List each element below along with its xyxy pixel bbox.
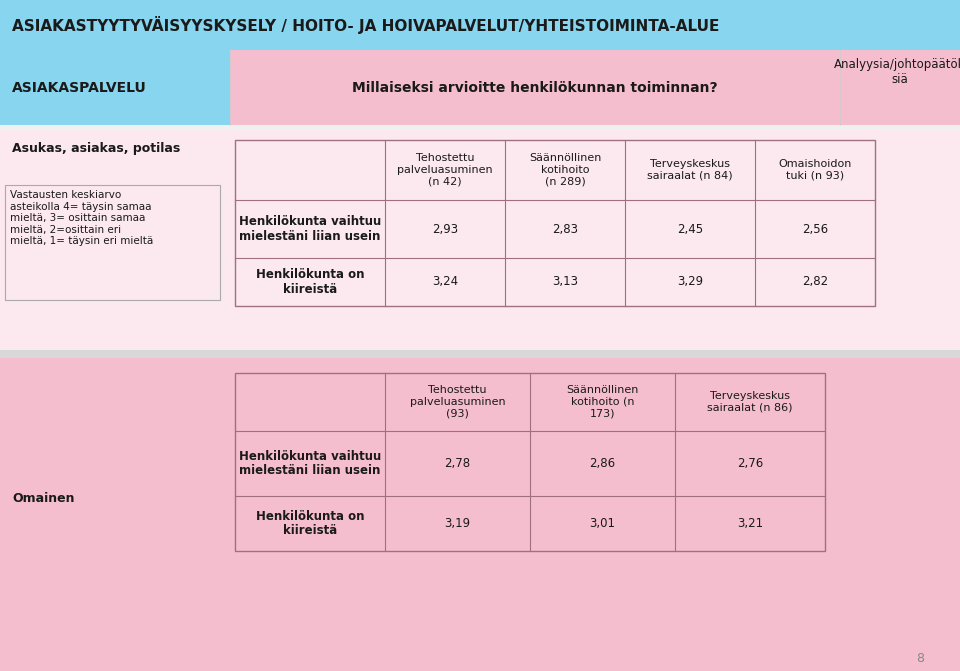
Text: 3,19: 3,19 xyxy=(444,517,470,530)
Text: Henkilökunta vaihtuu
mielestäni liian usein: Henkilökunta vaihtuu mielestäni liian us… xyxy=(239,450,381,478)
Bar xyxy=(0,350,960,358)
Bar xyxy=(230,50,840,125)
Text: ASIAKASPALVELU: ASIAKASPALVELU xyxy=(12,81,147,95)
Text: 3,01: 3,01 xyxy=(589,517,615,530)
Text: Omaishoidon
tuki (n 93): Omaishoidon tuki (n 93) xyxy=(779,159,852,180)
Text: Vastausten keskiarvo
asteikolla 4= täysin samaa
mieltä, 3= osittain samaa
mieltä: Vastausten keskiarvo asteikolla 4= täysi… xyxy=(10,190,154,246)
Text: Tehostettu
palveluasuminen
(n 42): Tehostettu palveluasuminen (n 42) xyxy=(397,154,492,187)
Text: 8: 8 xyxy=(916,652,924,664)
Bar xyxy=(5,185,220,300)
Text: Henkilökunta on
kiireistä: Henkilökunta on kiireistä xyxy=(255,268,364,296)
Text: ASIAKASTYYTYVÄISYYSKYSELY / HOITO- JA HOIVAPALVELUT/YHTEISTOIMINTA-ALUE: ASIAKASTYYTYVÄISYYSKYSELY / HOITO- JA HO… xyxy=(12,16,719,34)
Text: 3,21: 3,21 xyxy=(737,517,763,530)
Text: Säännöllinen
kotihoito
(n 289): Säännöllinen kotihoito (n 289) xyxy=(529,154,601,187)
Text: 2,93: 2,93 xyxy=(432,223,458,236)
Text: 2,56: 2,56 xyxy=(802,223,828,236)
Text: 2,86: 2,86 xyxy=(589,457,615,470)
Text: Terveyskeskus
sairaalat (n 86): Terveyskeskus sairaalat (n 86) xyxy=(708,391,793,413)
Bar xyxy=(0,50,230,125)
Text: Tehostettu
palveluasuminen
(93): Tehostettu palveluasuminen (93) xyxy=(410,385,505,419)
Text: 3,13: 3,13 xyxy=(552,276,578,289)
Bar xyxy=(840,50,960,125)
Bar xyxy=(0,0,960,50)
Text: Millaiseksi arvioitte henkilökunnan toiminnan?: Millaiseksi arvioitte henkilökunnan toim… xyxy=(352,81,718,95)
Text: Terveyskeskus
sairaalat (n 84): Terveyskeskus sairaalat (n 84) xyxy=(647,159,732,180)
Text: 2,83: 2,83 xyxy=(552,223,578,236)
Text: 3,29: 3,29 xyxy=(677,276,703,289)
Text: 2,78: 2,78 xyxy=(444,457,470,470)
Bar xyxy=(0,130,230,350)
Bar xyxy=(0,125,960,130)
Bar xyxy=(230,130,960,350)
Text: Analyysia/johtopäätök
siä: Analyysia/johtopäätök siä xyxy=(834,58,960,86)
Text: Henkilökunta vaihtuu
mielestäni liian usein: Henkilökunta vaihtuu mielestäni liian us… xyxy=(239,215,381,243)
Bar xyxy=(235,373,825,551)
Text: 2,76: 2,76 xyxy=(737,457,763,470)
Text: Säännöllinen
kotihoito (n
173): Säännöllinen kotihoito (n 173) xyxy=(566,385,638,419)
Text: Henkilökunta on
kiireistä: Henkilökunta on kiireistä xyxy=(255,509,364,537)
Text: 2,45: 2,45 xyxy=(677,223,703,236)
Text: Asukas, asiakas, potilas: Asukas, asiakas, potilas xyxy=(12,142,180,155)
Bar xyxy=(0,358,960,671)
Bar xyxy=(235,140,875,306)
Text: Omainen: Omainen xyxy=(12,493,75,505)
Text: 3,24: 3,24 xyxy=(432,276,458,289)
Text: 2,82: 2,82 xyxy=(802,276,828,289)
